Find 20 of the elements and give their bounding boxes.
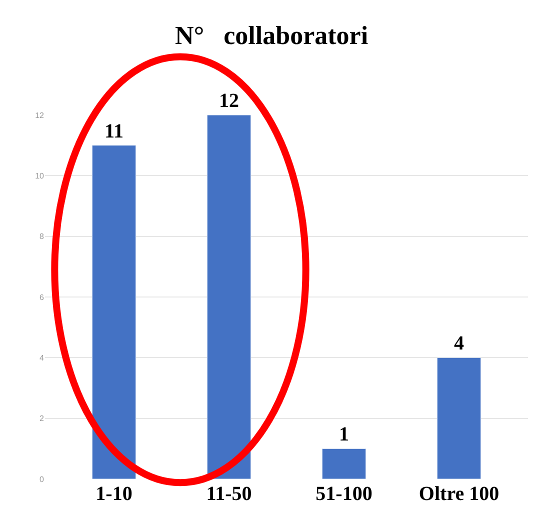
y-tick-label: 0	[40, 474, 45, 484]
data-label: 4	[454, 332, 464, 355]
x-tick-label: Oltre 100	[418, 483, 500, 505]
chart-title: N° collaboratori	[174, 21, 368, 50]
y-tick-label: 12	[35, 110, 45, 120]
y-tick-label: 8	[40, 232, 45, 242]
y-tick-label: 6	[40, 292, 45, 302]
bar	[322, 448, 366, 479]
bar	[206, 115, 252, 479]
bar	[92, 145, 136, 479]
x-tick-label: 11-50	[206, 483, 252, 505]
x-tick-label: 51-100	[316, 483, 372, 505]
y-tick-label: 4	[40, 353, 45, 362]
bar	[436, 357, 482, 479]
y-tick-label: 2	[40, 414, 45, 424]
y-tick-label: 10	[35, 171, 45, 180]
data-label: 11	[104, 120, 124, 142]
data-label: 1	[339, 424, 349, 446]
x-tick-label: 1-10	[96, 483, 132, 505]
data-label: 12	[219, 90, 239, 112]
